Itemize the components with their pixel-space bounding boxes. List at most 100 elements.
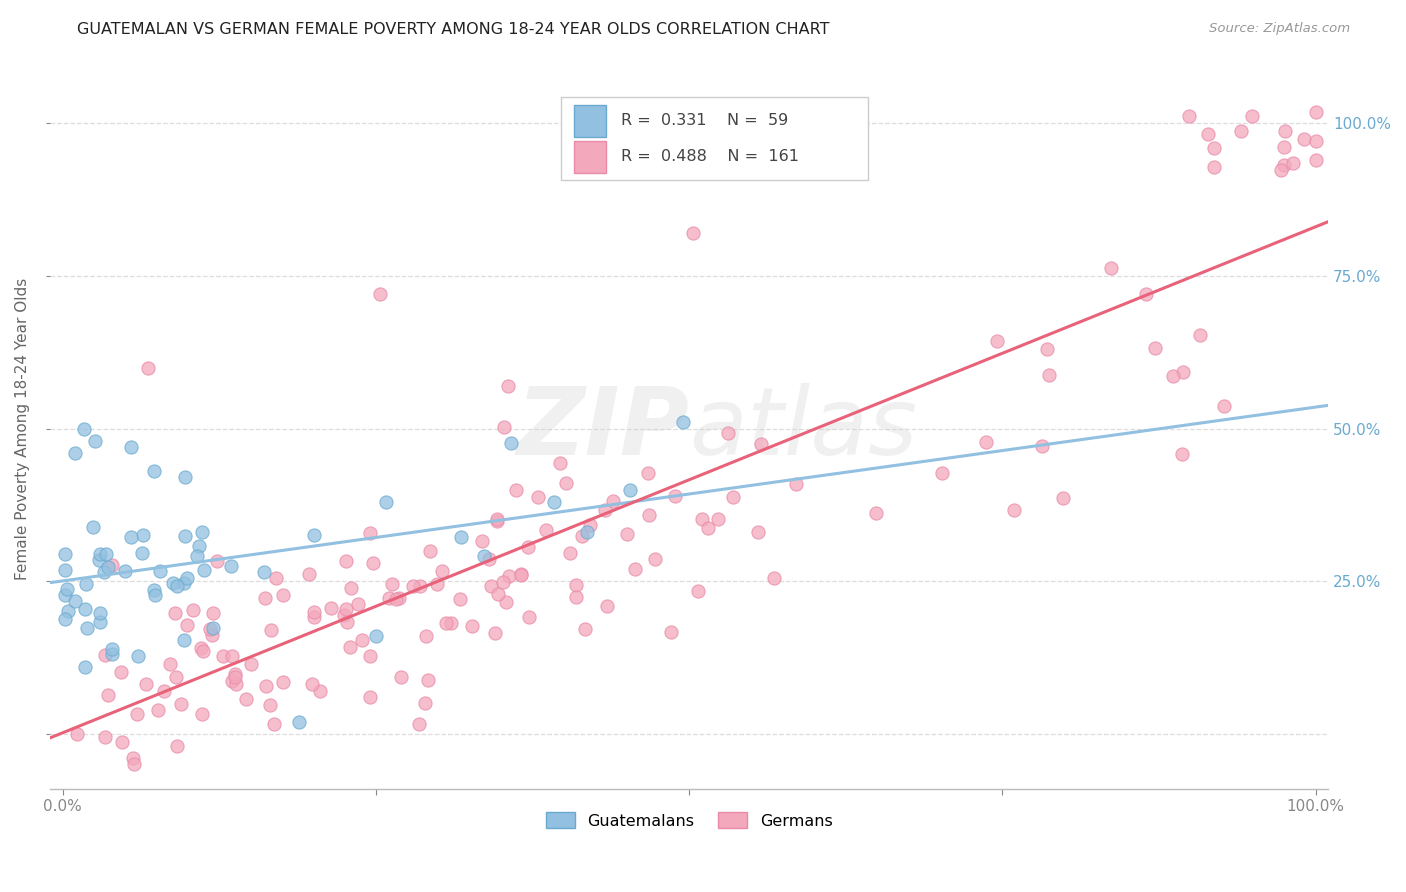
Point <box>110 665 132 680</box>
Point <box>624 562 647 576</box>
Point <box>224 670 246 684</box>
Point <box>602 493 624 508</box>
Point <box>201 621 224 635</box>
Point <box>696 521 718 535</box>
Point <box>1240 109 1263 123</box>
Point <box>153 684 176 698</box>
Point <box>495 595 517 609</box>
Point <box>173 632 195 647</box>
Point <box>271 588 294 602</box>
Point <box>101 641 124 656</box>
Point <box>1305 134 1327 148</box>
Point <box>498 568 520 582</box>
Point <box>53 547 76 561</box>
Point <box>1036 342 1059 356</box>
Point <box>555 475 578 490</box>
Point <box>385 592 408 607</box>
Point <box>1099 260 1122 275</box>
Text: Source: ZipAtlas.com: Source: ZipAtlas.com <box>1209 22 1350 36</box>
Point <box>259 698 281 713</box>
Point <box>485 511 508 525</box>
Point <box>120 530 142 544</box>
Point <box>692 512 714 526</box>
Point <box>616 527 638 541</box>
Point <box>76 621 98 635</box>
Point <box>97 688 120 702</box>
Point <box>361 556 384 570</box>
Point <box>1031 438 1053 452</box>
Point <box>440 615 463 630</box>
Point <box>434 615 457 630</box>
Point <box>321 600 343 615</box>
Point <box>415 629 437 643</box>
Point <box>388 591 411 606</box>
Point <box>127 649 149 664</box>
Point <box>721 491 744 505</box>
Point <box>1163 368 1185 383</box>
FancyBboxPatch shape <box>561 97 868 180</box>
Legend: Guatemalans, Germans: Guatemalans, Germans <box>540 805 839 835</box>
Point <box>225 677 247 691</box>
Point <box>302 609 325 624</box>
Point <box>254 679 277 693</box>
Point <box>509 567 531 582</box>
Point <box>335 601 357 615</box>
Point <box>564 578 586 592</box>
Point <box>619 483 641 497</box>
Point <box>253 591 276 605</box>
Point <box>73 422 96 436</box>
Point <box>865 506 887 520</box>
Point <box>574 622 596 636</box>
Point <box>166 579 188 593</box>
Point <box>389 670 412 684</box>
Point <box>170 697 193 711</box>
Point <box>1272 158 1295 172</box>
Text: R =  0.331    N =  59: R = 0.331 N = 59 <box>621 113 789 128</box>
Point <box>114 564 136 578</box>
Point <box>430 564 453 578</box>
Point <box>162 575 184 590</box>
Point <box>413 697 436 711</box>
Point <box>517 540 540 554</box>
Point <box>449 591 471 606</box>
Point <box>401 579 423 593</box>
Point <box>931 466 953 480</box>
Point <box>100 647 122 661</box>
Point <box>1274 124 1296 138</box>
Point <box>419 544 441 558</box>
Point <box>75 576 97 591</box>
Point <box>89 553 111 567</box>
Point <box>664 490 686 504</box>
Point <box>381 576 404 591</box>
Point <box>526 491 548 505</box>
Point <box>336 615 359 629</box>
Point <box>596 599 619 613</box>
Point <box>191 644 214 658</box>
Point <box>221 648 243 663</box>
Point <box>174 470 197 484</box>
Point <box>1197 127 1219 141</box>
Point <box>186 549 208 563</box>
Point <box>235 692 257 706</box>
Point <box>571 529 593 543</box>
Point <box>1171 447 1194 461</box>
Point <box>340 581 363 595</box>
Point <box>1202 141 1225 155</box>
Point <box>1038 368 1060 382</box>
Point <box>205 553 228 567</box>
Point <box>288 714 311 729</box>
Point <box>111 734 134 748</box>
Point <box>224 666 246 681</box>
Point <box>240 657 263 671</box>
Point <box>53 563 76 577</box>
Point <box>191 707 214 722</box>
Point <box>142 582 165 597</box>
Point <box>221 673 243 688</box>
Point <box>190 524 212 539</box>
Point <box>198 622 221 636</box>
Point <box>135 677 157 691</box>
Point <box>94 547 117 561</box>
Point <box>1171 365 1194 379</box>
Point <box>83 434 105 448</box>
Point <box>89 548 111 562</box>
